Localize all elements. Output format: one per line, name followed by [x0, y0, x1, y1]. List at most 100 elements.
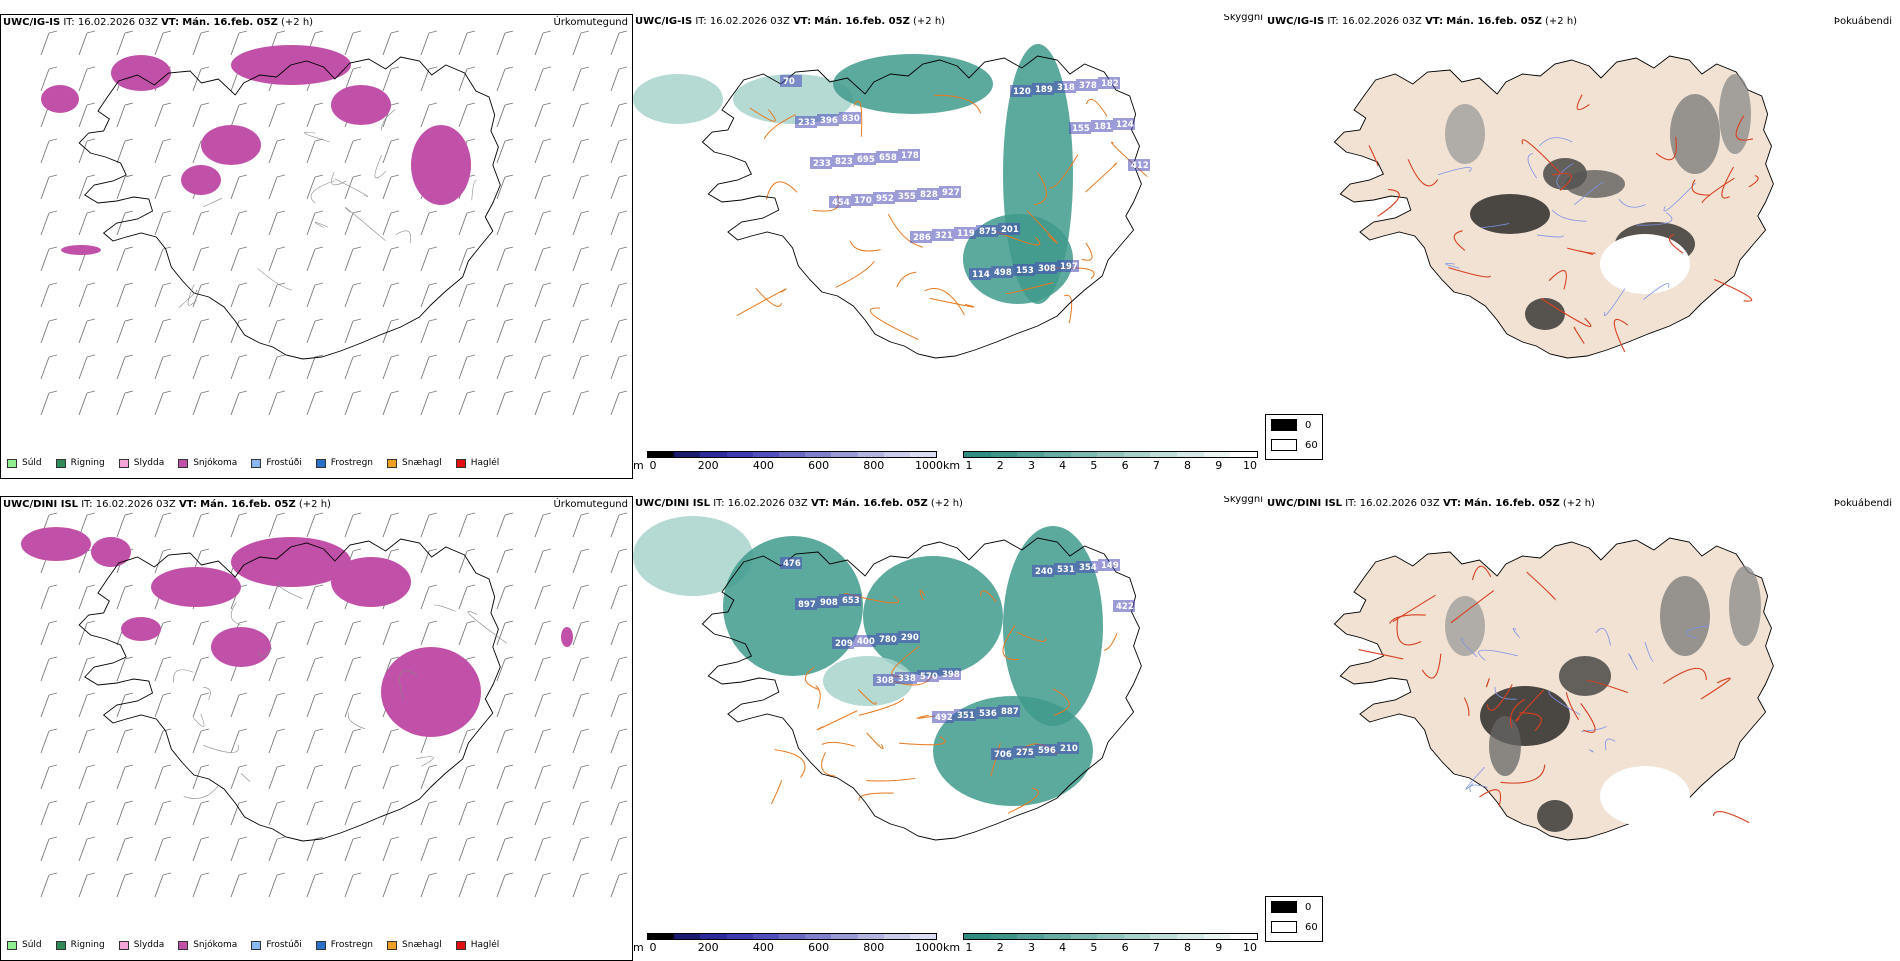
cloud-base-colorbar-swatch — [883, 452, 910, 457]
terrain-contour — [334, 178, 369, 197]
road — [1735, 115, 1754, 141]
wind-barb — [382, 512, 400, 538]
river — [1603, 288, 1626, 317]
model-name: UWC/DINI ISL — [635, 498, 711, 509]
wind-barb — [534, 512, 552, 538]
fog-legend: 0 60 — [1265, 414, 1323, 460]
cloud-base-patch — [1069, 122, 1091, 134]
cloud-base-colorbar-tick: 600 — [808, 941, 830, 954]
road — [1700, 677, 1731, 700]
road — [858, 698, 905, 716]
wind-barb — [192, 728, 210, 754]
wind-barb — [116, 656, 134, 682]
lead-time: (+2 h) — [298, 499, 331, 510]
visibility-colorbar-swatch — [1043, 934, 1071, 939]
wind-barb — [230, 692, 248, 718]
road — [1064, 294, 1073, 324]
cloud-base-colorbar-swatch — [909, 934, 937, 939]
cloud-base-colorbar: m 0 200 400 600 800 1000 — [633, 451, 943, 477]
cloud-base-colorbar-tick: 400 — [752, 941, 774, 954]
cloud-base-label: 308 — [1038, 264, 1056, 274]
wind-barb — [40, 30, 58, 56]
terrain-contour — [310, 180, 335, 204]
cloud-base-label: 927 — [942, 188, 960, 198]
wind-barb — [382, 764, 400, 790]
wind-barb — [458, 728, 476, 754]
it-label: IT: — [1327, 16, 1339, 27]
cloud-base-label: 897 — [798, 600, 816, 610]
wind-barb — [268, 800, 286, 826]
road — [804, 666, 819, 691]
river — [1556, 163, 1574, 189]
wind-barb — [610, 246, 628, 272]
wind-barb — [420, 800, 438, 826]
river — [1537, 234, 1564, 238]
cloud-base-label: 531 — [1057, 565, 1075, 575]
fog-indicator-title: Þokuábendi — [1833, 16, 1892, 27]
road — [1085, 162, 1117, 193]
it-value: 16.02.2026 03Z — [727, 498, 808, 509]
wind-barb — [306, 692, 324, 718]
road — [1567, 247, 1596, 254]
wind-barb — [40, 728, 58, 754]
road — [929, 297, 975, 308]
wind-barb — [192, 282, 210, 308]
river — [1478, 649, 1518, 661]
road — [933, 94, 982, 114]
precip-legend-swatch — [455, 458, 466, 468]
cloud-base-colorbar-tick: 1000 — [915, 459, 943, 472]
wind-barb — [306, 764, 324, 790]
road — [749, 107, 776, 122]
cloud-base-label: 823 — [835, 157, 853, 167]
wind-barb — [40, 800, 58, 826]
road — [1586, 680, 1629, 694]
wind-barb — [572, 512, 590, 538]
wind-barb — [420, 390, 438, 416]
road — [980, 590, 997, 603]
terrain-contour — [314, 221, 329, 228]
wind-barb — [78, 318, 96, 344]
wind-barb — [78, 210, 96, 236]
wind-barb — [154, 174, 172, 200]
precip-legend-item: Slydda — [118, 940, 164, 950]
precip-legend-swatch — [55, 458, 66, 468]
wind-barb — [116, 800, 134, 826]
terrain-contour — [345, 207, 386, 241]
wind-barb — [116, 282, 134, 308]
road — [774, 749, 806, 778]
wind-barb — [420, 620, 438, 646]
cloud-base-label: 422 — [1116, 602, 1134, 612]
wind-barb — [420, 66, 438, 92]
cloud-base-colorbar-swatch — [857, 452, 884, 457]
visibility-colorbar-swatch — [1043, 452, 1071, 457]
cloud-base-label: 338 — [898, 674, 916, 684]
terrain-contour — [183, 786, 219, 799]
precip-type-panel: UWC/IG-IS IT: 16.02.2026 03Z VT: Mán. 16… — [0, 14, 633, 479]
wind-barb — [230, 390, 248, 416]
cloud-base-label: 70 — [783, 77, 795, 87]
panel-header: UWC/DINI ISL IT: 16.02.2026 03Z VT: Mán.… — [1267, 498, 1595, 510]
wind-barb — [154, 210, 172, 236]
terrain-contour — [416, 756, 434, 767]
river — [1574, 181, 1604, 206]
wind-barb — [154, 102, 172, 128]
wind-barb — [572, 584, 590, 610]
road — [1565, 692, 1580, 720]
precip-type-title: Úrkomutegund — [553, 499, 628, 510]
wind-barb — [458, 390, 476, 416]
wind-barb — [116, 102, 134, 128]
wind-barb — [78, 728, 96, 754]
cloud-base-colorbar: m 0 200 400 600 800 1000 — [633, 933, 943, 959]
cloud-base-patch — [873, 192, 895, 204]
fog-legend-label-60: 60 — [1305, 921, 1318, 933]
low-visibility-area — [633, 74, 723, 124]
wind-barb — [610, 102, 628, 128]
wind-barb — [154, 548, 172, 574]
road — [1500, 764, 1546, 784]
it-label: IT: — [63, 17, 75, 28]
visibility-colorbar-swatch — [1177, 934, 1204, 939]
cloud-base-patch — [876, 633, 898, 645]
cloud-base-label: 182 — [1101, 79, 1119, 89]
wind-barb — [192, 30, 210, 56]
road — [1052, 688, 1070, 716]
